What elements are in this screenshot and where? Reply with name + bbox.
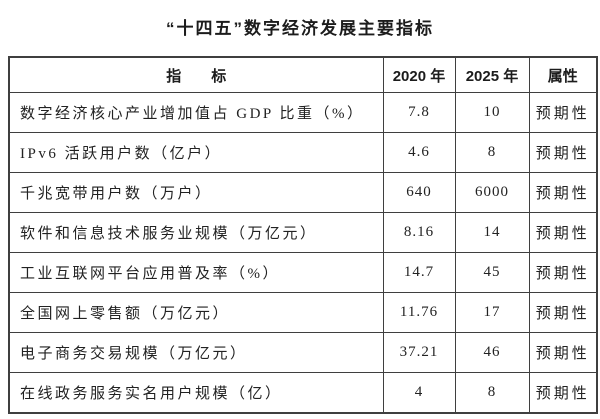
value-2020-cell: 7.8	[382, 92, 456, 133]
attr-cell: 预期性	[528, 132, 598, 173]
table-body: 数字经济核心产业增加值占 GDP 比重（%） 7.8 10 预期性 IPv6 活…	[8, 92, 598, 414]
table-row: IPv6 活跃用户数（亿户） 4.6 8 预期性	[8, 132, 598, 173]
value-2020-cell: 14.7	[382, 252, 456, 293]
page-title: “十四五”数字经济发展主要指标	[166, 19, 434, 38]
value-2020-cell: 8.16	[382, 212, 456, 253]
attr-cell: 预期性	[528, 172, 598, 213]
value-2020-cell: 4.6	[382, 132, 456, 173]
indicator-cell: 工业互联网平台应用普及率（%）	[8, 252, 384, 293]
value-2025-cell: 8	[454, 372, 530, 414]
value-2025-cell: 14	[454, 212, 530, 253]
table-row: 千兆宽带用户数（万户） 640 6000 预期性	[8, 172, 598, 213]
value-2020-cell: 11.76	[382, 292, 456, 333]
attr-cell: 预期性	[528, 92, 598, 133]
value-2020-cell: 37.21	[382, 332, 456, 373]
value-2025-cell: 46	[454, 332, 530, 373]
indicator-cell: 千兆宽带用户数（万户）	[8, 172, 384, 213]
table-row: 电子商务交易规模（万亿元） 37.21 46 预期性	[8, 332, 598, 373]
table-row: 软件和信息技术服务业规模（万亿元） 8.16 14 预期性	[8, 212, 598, 253]
attr-cell: 预期性	[528, 372, 598, 414]
table-header: 指 标 2020 年 2025 年 属性	[8, 56, 598, 93]
indicator-cell: 电子商务交易规模（万亿元）	[8, 332, 384, 373]
indicator-cell: 软件和信息技术服务业规模（万亿元）	[8, 212, 384, 253]
value-2025-cell: 17	[454, 292, 530, 333]
indicator-cell: IPv6 活跃用户数（亿户）	[8, 132, 384, 173]
header-2020: 2020 年	[382, 56, 456, 93]
indicator-cell: 数字经济核心产业增加值占 GDP 比重（%）	[8, 92, 384, 133]
table-row: 全国网上零售额（万亿元） 11.76 17 预期性	[8, 292, 598, 333]
header-indicator: 指 标	[8, 56, 384, 93]
attr-cell: 预期性	[528, 292, 598, 333]
value-2025-cell: 45	[454, 252, 530, 293]
attr-cell: 预期性	[528, 332, 598, 373]
indicator-cell: 在线政务服务实名用户规模（亿）	[8, 372, 384, 414]
table-row: 在线政务服务实名用户规模（亿） 4 8 预期性	[8, 372, 598, 414]
table-row: 工业互联网平台应用普及率（%） 14.7 45 预期性	[8, 252, 598, 293]
indicator-cell: 全国网上零售额（万亿元）	[8, 292, 384, 333]
header-attr: 属性	[528, 56, 598, 93]
header-2025: 2025 年	[454, 56, 530, 93]
value-2025-cell: 10	[454, 92, 530, 133]
table-row: 数字经济核心产业增加值占 GDP 比重（%） 7.8 10 预期性	[8, 92, 598, 133]
value-2020-cell: 4	[382, 372, 456, 414]
attr-cell: 预期性	[528, 252, 598, 293]
value-2025-cell: 8	[454, 132, 530, 173]
value-2020-cell: 640	[382, 172, 456, 213]
attr-cell: 预期性	[528, 212, 598, 253]
header-row: 指 标 2020 年 2025 年 属性	[8, 56, 598, 93]
value-2025-cell: 6000	[454, 172, 530, 213]
indicators-table: 指 标 2020 年 2025 年 属性 数字经济核心产业增加值占 GDP 比重…	[8, 56, 598, 414]
